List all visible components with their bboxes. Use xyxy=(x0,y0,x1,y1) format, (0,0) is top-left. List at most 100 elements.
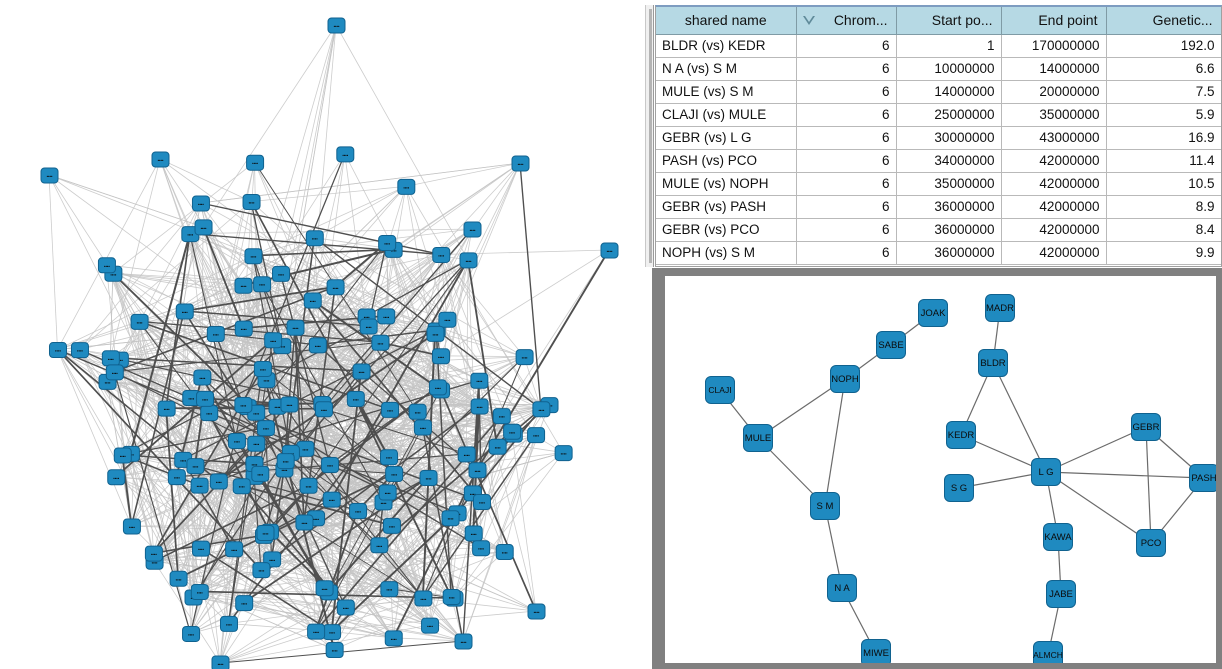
cell-shared_name[interactable]: BLDR (vs) KEDR xyxy=(656,34,797,58)
main-network-node[interactable] xyxy=(495,544,514,561)
cell-start_point[interactable]: 34000000 xyxy=(896,149,1002,173)
cell-end_point[interactable]: 35000000 xyxy=(1001,103,1107,127)
cell-end_point[interactable]: 42000000 xyxy=(1001,218,1107,242)
main-network-node[interactable] xyxy=(182,625,201,642)
main-network-node[interactable] xyxy=(457,446,476,463)
main-network-node[interactable] xyxy=(380,581,399,598)
sub-network-canvas[interactable]: CLAJI MULE NOPH SABE JOAK S M N A MIWE MADR BLDR K… xyxy=(665,276,1216,663)
sub-network-node[interactable]: L G xyxy=(1031,458,1061,486)
main-network-node[interactable] xyxy=(305,230,324,247)
main-network-node[interactable] xyxy=(280,396,299,413)
cell-genetic[interactable]: 192.0 xyxy=(1106,34,1221,58)
cell-end_point[interactable]: 20000000 xyxy=(1001,80,1107,104)
main-network-node[interactable] xyxy=(307,623,326,640)
cell-genetic[interactable]: 6.6 xyxy=(1106,57,1221,81)
main-network-node[interactable] xyxy=(315,580,334,597)
main-network-node[interactable] xyxy=(191,195,210,212)
table-row[interactable]: BLDR (vs) KEDR 6 1 170000000 192.0 xyxy=(656,34,1221,58)
main-network-node[interactable] xyxy=(314,401,333,418)
cell-end_point[interactable]: 42000000 xyxy=(1001,149,1107,173)
main-network-node[interactable] xyxy=(276,453,295,470)
main-network-node[interactable] xyxy=(70,342,89,359)
sub-network-node[interactable]: BLDR xyxy=(978,349,1008,377)
cell-start_point[interactable]: 36000000 xyxy=(896,241,1002,265)
cell-genetic[interactable]: 8.9 xyxy=(1106,195,1221,219)
cell-chromosome[interactable]: 6 xyxy=(796,195,897,219)
sub-network-edge[interactable] xyxy=(992,362,1047,473)
cell-genetic[interactable]: 7.5 xyxy=(1106,80,1221,104)
sub-network-node[interactable]: ALMCH xyxy=(1033,641,1063,663)
main-network-node[interactable] xyxy=(470,372,489,389)
main-network-node[interactable] xyxy=(511,155,530,172)
main-network-node[interactable] xyxy=(190,477,209,494)
main-network-node[interactable] xyxy=(234,277,253,294)
main-network-node[interactable] xyxy=(167,469,186,486)
main-network-node[interactable] xyxy=(346,391,365,408)
main-network-node[interactable] xyxy=(432,246,451,263)
sub-network-node[interactable]: KAWA xyxy=(1043,523,1073,551)
main-network-node[interactable] xyxy=(206,326,225,343)
main-network-node[interactable] xyxy=(193,369,212,386)
main-network-node[interactable] xyxy=(384,630,403,647)
cell-shared_name[interactable]: CLAJI (vs) MULE xyxy=(656,103,797,127)
main-network-node[interactable] xyxy=(286,319,305,336)
main-network-node[interactable] xyxy=(232,478,251,495)
column-header-genetic[interactable]: Genetic... xyxy=(1106,7,1221,35)
main-network-node[interactable] xyxy=(379,449,398,466)
sub-network-edge[interactable] xyxy=(1045,471,1205,479)
cell-start_point[interactable]: 30000000 xyxy=(896,126,1002,150)
main-network-node[interactable] xyxy=(472,494,491,511)
main-network-node[interactable] xyxy=(397,178,416,195)
main-network-node[interactable] xyxy=(426,325,445,342)
main-network-node[interactable] xyxy=(40,167,59,184)
main-network-node[interactable] xyxy=(321,456,340,473)
main-network-node[interactable] xyxy=(378,235,397,252)
main-network-node[interactable] xyxy=(107,469,126,486)
main-network-node[interactable] xyxy=(211,655,230,669)
main-network-node[interactable] xyxy=(175,303,194,320)
cell-shared_name[interactable]: PASH (vs) PCO xyxy=(656,149,797,173)
main-network-node[interactable] xyxy=(532,401,551,418)
main-network-node[interactable] xyxy=(431,348,450,365)
main-network-node[interactable] xyxy=(349,502,368,519)
main-network-node[interactable] xyxy=(326,279,345,296)
sub-network-node[interactable]: N A xyxy=(827,574,857,602)
cell-genetic[interactable]: 5.9 xyxy=(1106,103,1221,127)
sub-network-node[interactable]: NOPH xyxy=(830,365,860,393)
cell-genetic[interactable]: 8.4 xyxy=(1106,218,1221,242)
sub-network-node[interactable]: SABE xyxy=(876,331,906,359)
main-network-node[interactable] xyxy=(251,465,270,482)
cell-shared_name[interactable]: NOPH (vs) S M xyxy=(656,241,797,265)
cell-start_point[interactable]: 1 xyxy=(896,34,1002,58)
main-network-node[interactable] xyxy=(252,562,271,579)
main-network-node[interactable] xyxy=(209,473,228,490)
main-network-node[interactable] xyxy=(428,379,447,396)
sub-network-node[interactable]: MIWE xyxy=(861,639,891,663)
main-network-node[interactable] xyxy=(381,401,400,418)
main-network-node[interactable] xyxy=(325,642,344,659)
main-network-node[interactable] xyxy=(256,524,275,541)
cell-start_point[interactable]: 10000000 xyxy=(896,57,1002,81)
main-network-node[interactable] xyxy=(419,470,438,487)
main-network-node[interactable] xyxy=(359,318,378,335)
column-header-end-point[interactable]: End point xyxy=(1001,7,1107,35)
table-scroll-area[interactable]: shared name Chrom... Start po... End poi… xyxy=(655,5,1222,267)
sub-network-node[interactable]: JABE xyxy=(1046,580,1076,608)
main-network-node[interactable] xyxy=(264,332,283,349)
table-row[interactable]: NOPH (vs) S M 6 36000000 42000000 9.9 xyxy=(656,241,1221,265)
cell-chromosome[interactable]: 6 xyxy=(796,34,897,58)
main-network-node[interactable] xyxy=(308,337,327,354)
cell-shared_name[interactable]: GEBR (vs) PASH xyxy=(656,195,797,219)
column-header-start-point[interactable]: Start po... xyxy=(896,7,1002,35)
main-network-node[interactable] xyxy=(253,360,272,377)
main-network-node[interactable] xyxy=(247,435,266,452)
cell-chromosome[interactable]: 6 xyxy=(796,103,897,127)
main-network-node[interactable] xyxy=(227,432,246,449)
main-network-node[interactable] xyxy=(454,633,473,650)
cell-end_point[interactable]: 42000000 xyxy=(1001,195,1107,219)
main-network-node[interactable] xyxy=(130,313,149,330)
cell-shared_name[interactable]: N A (vs) S M xyxy=(656,57,797,81)
main-network-node[interactable] xyxy=(97,257,116,274)
main-network-node[interactable] xyxy=(554,445,573,462)
main-network-node[interactable] xyxy=(470,398,489,415)
